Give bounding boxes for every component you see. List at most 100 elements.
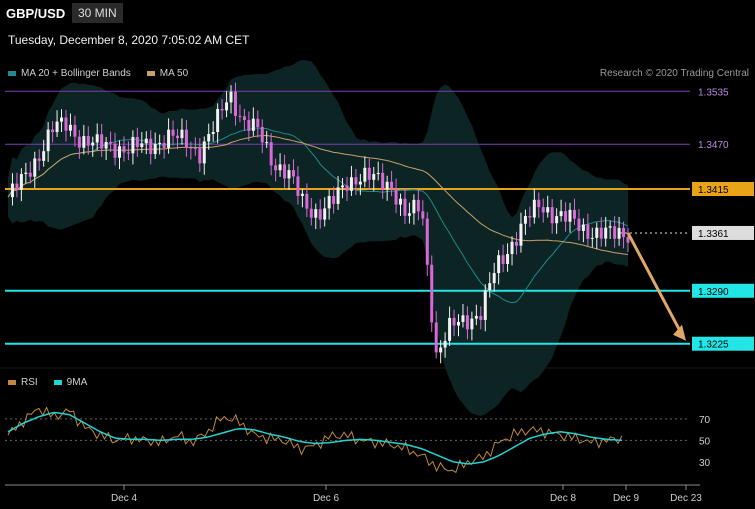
candle-body — [430, 264, 434, 323]
candle-body — [581, 224, 585, 231]
candle-body — [372, 173, 376, 180]
candle-body — [180, 129, 184, 139]
candle-body — [229, 91, 233, 103]
candle-body — [546, 207, 550, 213]
rsi9ma-swatch — [53, 380, 62, 385]
candle-body — [149, 138, 153, 155]
candle-body — [296, 176, 300, 196]
candle-body — [381, 172, 385, 190]
candle-body — [109, 141, 113, 144]
candle-body — [363, 167, 367, 182]
candle-body — [590, 237, 594, 239]
candle-body — [541, 207, 545, 213]
ma50-legend-label: MA 50 — [159, 68, 189, 79]
x-tick-label: Dec 6 — [313, 493, 340, 504]
candle-body — [77, 136, 81, 148]
price-tag-label: 1.3415 — [698, 185, 729, 196]
candle-body — [274, 165, 278, 171]
candle-body — [225, 102, 229, 111]
candle-body — [457, 321, 461, 326]
rsi-tick-label: 50 — [699, 436, 711, 447]
candle-body — [95, 134, 99, 143]
price-tag-label: 1.3470 — [698, 140, 729, 151]
price-tag-box — [692, 182, 754, 196]
candle-body — [488, 283, 492, 291]
candle-body — [305, 193, 309, 209]
x-tick-label: Dec 8 — [550, 493, 577, 504]
price-tag-box — [692, 336, 754, 351]
price-tag-label: 1.3535 — [698, 87, 729, 98]
bollinger-band — [8, 59, 628, 416]
rsi9ma-legend-label: 9MA — [66, 377, 88, 388]
candle-body — [506, 254, 510, 264]
candle-body — [510, 241, 514, 255]
candle-body — [608, 226, 612, 228]
candle-body — [332, 195, 336, 204]
candle-body — [242, 116, 246, 121]
rsi-swatch — [8, 380, 16, 385]
candle-body — [171, 129, 175, 136]
ma20-legend-label: MA 20 + Bollinger Bands — [21, 68, 131, 79]
candle-body — [448, 317, 452, 341]
candle-body — [394, 188, 398, 205]
candle-body — [68, 124, 72, 131]
price-tag-label: 1.3225 — [698, 340, 729, 351]
candle-body — [278, 164, 282, 171]
candle-body — [577, 218, 581, 231]
candle-body — [175, 135, 179, 139]
candle-body — [15, 183, 19, 190]
candle-body — [265, 142, 269, 144]
candle-body — [497, 255, 501, 274]
candle-body — [537, 199, 541, 208]
candle-body — [318, 209, 322, 220]
rsi-tick-label: 70 — [699, 415, 711, 426]
timeframe-button[interactable]: 30 MIN — [72, 3, 123, 23]
candle-body — [126, 152, 130, 154]
candle-body — [122, 146, 126, 153]
candle-body — [42, 151, 46, 161]
ma50-line — [7, 134, 629, 255]
candle-body — [251, 118, 255, 131]
candle-body — [452, 317, 456, 326]
candle-body — [189, 147, 193, 149]
candle-body — [91, 142, 95, 146]
candle-body — [470, 318, 474, 330]
candle-body — [492, 273, 496, 284]
price-tag-label: 1.3361 — [698, 229, 729, 240]
candle-body — [425, 218, 429, 265]
candle-body — [64, 117, 68, 131]
candle-body — [617, 227, 621, 239]
candle-body — [439, 347, 443, 353]
credit-text: Research © 2020 Trading Central — [599, 68, 749, 79]
candle-body — [287, 170, 291, 179]
candle-body — [73, 124, 77, 137]
candle-body — [421, 211, 425, 219]
candle-body — [622, 227, 626, 238]
candle-body — [247, 120, 251, 131]
forecast-arrow-shaft — [626, 232, 684, 336]
candle-body — [86, 136, 90, 146]
timestamp: Tuesday, December 8, 2020 7:05:02 AM CET — [8, 33, 250, 47]
candle-body — [60, 117, 64, 122]
price-tag-box — [692, 283, 754, 298]
candle-body — [260, 127, 264, 143]
candle-body — [238, 115, 242, 117]
x-tick-label: Dec 4 — [111, 493, 138, 504]
candle-body — [184, 129, 188, 148]
candle-body — [390, 181, 394, 189]
candle-body — [300, 193, 304, 196]
candle-body — [479, 315, 483, 320]
candle-body — [514, 241, 518, 246]
candle-body — [412, 199, 416, 214]
candle-body — [158, 142, 162, 144]
candle-body — [24, 172, 28, 174]
price-tag-1.3225: 1.3225 — [692, 336, 754, 351]
candle-body — [323, 208, 327, 220]
candle-body — [283, 164, 287, 179]
price-tag-label: 1.3290 — [698, 287, 729, 298]
candle-body — [501, 255, 505, 264]
price-tag-1.3361: 1.3361 — [692, 225, 754, 240]
candle-body — [461, 315, 465, 322]
price-legend: MA 20 + Bollinger Bands MA 50 — [8, 68, 188, 79]
